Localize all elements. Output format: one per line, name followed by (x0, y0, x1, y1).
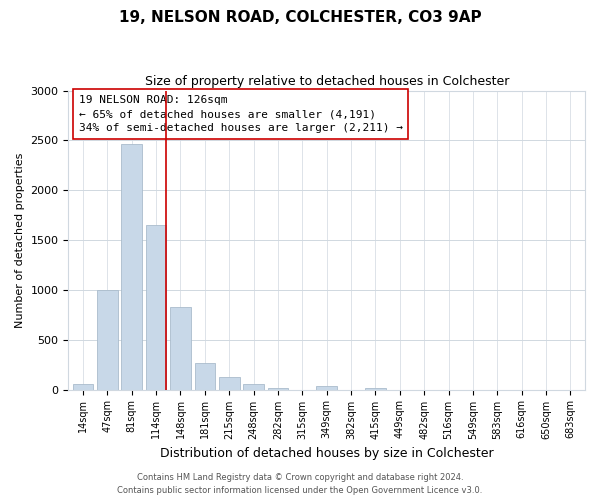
Bar (146, 225, 166, 390)
Bar (268, 388, 289, 390)
Bar (316, 386, 337, 390)
Bar (170, 307, 191, 390)
Text: 19, NELSON ROAD, COLCHESTER, CO3 9AP: 19, NELSON ROAD, COLCHESTER, CO3 9AP (119, 10, 481, 25)
Bar (243, 384, 264, 390)
Bar (219, 377, 239, 390)
Bar (365, 388, 386, 390)
Y-axis label: Number of detached properties: Number of detached properties (15, 152, 25, 328)
Bar (121, 144, 142, 390)
Text: 19 NELSON ROAD: 126sqm
← 65% of detached houses are smaller (4,191)
34% of semi-: 19 NELSON ROAD: 126sqm ← 65% of detached… (79, 95, 403, 133)
Bar (97, 290, 118, 390)
X-axis label: Distribution of detached houses by size in Colchester: Distribution of detached houses by size … (160, 447, 494, 460)
Text: Contains HM Land Registry data © Crown copyright and database right 2024.
Contai: Contains HM Land Registry data © Crown c… (118, 474, 482, 495)
Title: Size of property relative to detached houses in Colchester: Size of property relative to detached ho… (145, 75, 509, 88)
Bar (73, 384, 94, 390)
Bar (194, 363, 215, 390)
